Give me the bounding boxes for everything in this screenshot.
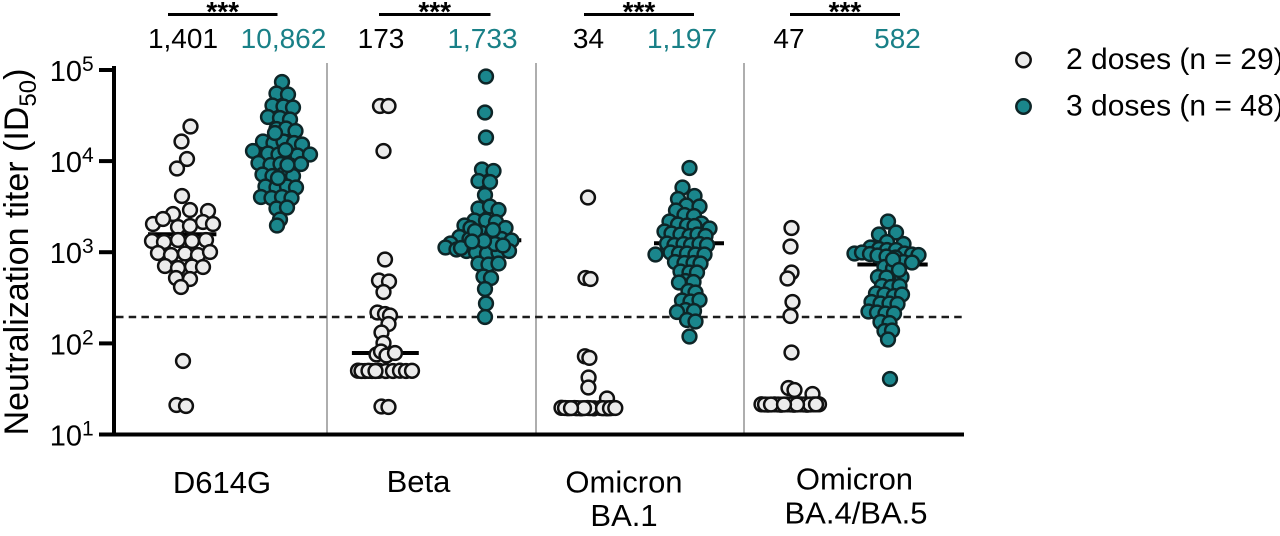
svg-text:***: *** xyxy=(623,0,656,27)
svg-text:47: 47 xyxy=(773,23,804,54)
svg-text:10: 10 xyxy=(50,329,82,361)
svg-text:1,197: 1,197 xyxy=(647,23,717,54)
svg-text:173: 173 xyxy=(358,23,405,54)
svg-text:***: *** xyxy=(206,0,239,27)
svg-text:2 doses (n = 29): 2 doses (n = 29) xyxy=(1066,43,1280,76)
svg-text:582: 582 xyxy=(874,23,921,54)
svg-text:BA.1: BA.1 xyxy=(590,498,657,531)
svg-text:D614G: D614G xyxy=(173,465,271,500)
svg-text:34: 34 xyxy=(573,23,604,54)
svg-text:Neutralization titer (ID50): Neutralization titer (ID50) xyxy=(0,69,42,436)
svg-text:3 doses (n = 48): 3 doses (n = 48) xyxy=(1066,90,1280,123)
svg-text:1,401: 1,401 xyxy=(148,23,218,54)
svg-text:Beta: Beta xyxy=(387,464,452,499)
svg-text:10,862: 10,862 xyxy=(241,23,327,54)
svg-text:1,733: 1,733 xyxy=(447,23,517,54)
svg-text:BA.4/BA.5: BA.4/BA.5 xyxy=(784,496,927,531)
svg-text:1: 1 xyxy=(82,418,94,441)
svg-text:10: 10 xyxy=(50,238,82,270)
svg-text:10: 10 xyxy=(50,56,82,88)
svg-text:Omicron: Omicron xyxy=(796,462,913,497)
svg-text:3: 3 xyxy=(82,235,94,258)
svg-text:4: 4 xyxy=(82,144,94,167)
svg-text:2: 2 xyxy=(82,326,94,349)
svg-text:***: *** xyxy=(829,0,862,27)
svg-text:10: 10 xyxy=(50,147,82,179)
svg-text:10: 10 xyxy=(50,421,82,453)
svg-text:***: *** xyxy=(418,0,451,27)
svg-text:5: 5 xyxy=(82,53,94,76)
svg-text:Omicron: Omicron xyxy=(565,465,682,500)
